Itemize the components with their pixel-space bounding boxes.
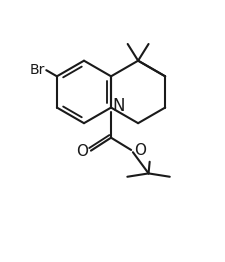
Text: Br: Br — [30, 63, 45, 77]
Text: O: O — [133, 143, 145, 158]
Text: O: O — [76, 144, 88, 159]
Text: N: N — [112, 97, 125, 116]
